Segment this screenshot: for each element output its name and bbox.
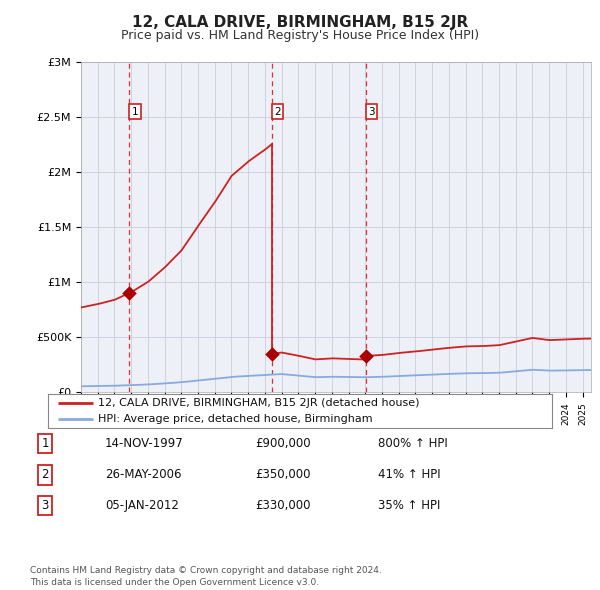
Text: Price paid vs. HM Land Registry's House Price Index (HPI): Price paid vs. HM Land Registry's House … — [121, 30, 479, 42]
Text: 2: 2 — [274, 107, 281, 116]
Text: 3: 3 — [368, 107, 375, 116]
Point — [361, 351, 370, 360]
Text: £900,000: £900,000 — [255, 437, 311, 450]
Text: 1: 1 — [41, 437, 49, 450]
Text: £350,000: £350,000 — [255, 468, 311, 481]
Text: 05-JAN-2012: 05-JAN-2012 — [105, 499, 179, 512]
Text: 41% ↑ HPI: 41% ↑ HPI — [378, 468, 440, 481]
Point — [124, 289, 134, 298]
Text: 3: 3 — [41, 499, 49, 512]
Text: 800% ↑ HPI: 800% ↑ HPI — [378, 437, 448, 450]
Text: HPI: Average price, detached house, Birmingham: HPI: Average price, detached house, Birm… — [98, 414, 373, 424]
Text: 14-NOV-1997: 14-NOV-1997 — [105, 437, 184, 450]
Text: £330,000: £330,000 — [255, 499, 311, 512]
Text: 1: 1 — [131, 107, 138, 116]
Text: 12, CALA DRIVE, BIRMINGHAM, B15 2JR: 12, CALA DRIVE, BIRMINGHAM, B15 2JR — [132, 15, 468, 30]
Text: 26-MAY-2006: 26-MAY-2006 — [105, 468, 182, 481]
Text: Contains HM Land Registry data © Crown copyright and database right 2024.
This d: Contains HM Land Registry data © Crown c… — [30, 566, 382, 587]
Text: 12, CALA DRIVE, BIRMINGHAM, B15 2JR (detached house): 12, CALA DRIVE, BIRMINGHAM, B15 2JR (det… — [98, 398, 420, 408]
Text: 2: 2 — [41, 468, 49, 481]
Point — [267, 349, 277, 359]
Text: 35% ↑ HPI: 35% ↑ HPI — [378, 499, 440, 512]
